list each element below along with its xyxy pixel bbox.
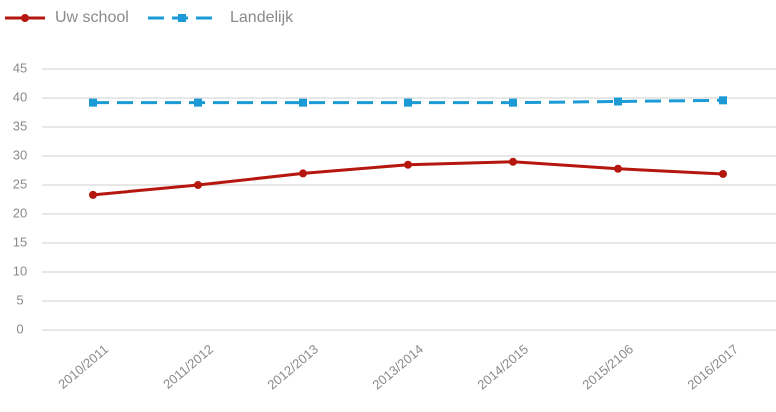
point	[89, 98, 97, 107]
point	[614, 97, 622, 106]
x-tick-label: 2015/2106	[579, 341, 636, 392]
y-tick-label: 15	[13, 234, 27, 249]
y-tick-label: 25	[13, 176, 27, 191]
point	[719, 96, 727, 105]
point	[509, 157, 517, 166]
y-tick-label: 0	[16, 321, 23, 336]
point	[614, 164, 622, 173]
point	[299, 169, 307, 178]
y-tick-label: 35	[13, 118, 27, 133]
point	[509, 98, 517, 107]
y-tick-label: 30	[13, 147, 27, 162]
point	[194, 98, 202, 107]
point	[404, 98, 412, 107]
point	[299, 98, 307, 107]
x-tick-label: 2011/2012	[160, 341, 216, 391]
y-tick-label: 10	[13, 263, 27, 278]
point	[194, 181, 202, 189]
y-tick-label: 5	[16, 292, 23, 307]
x-tick-label: 2010/2011	[55, 341, 111, 391]
legend-label: Uw school	[55, 9, 129, 26]
legend-marker	[178, 14, 186, 22]
y-tick-label: 20	[13, 205, 27, 220]
x-tick-label: 2014/2015	[474, 341, 531, 392]
legend-label: Landelijk	[230, 9, 294, 26]
x-tick-label: 2013/2014	[369, 341, 426, 392]
point	[404, 160, 412, 169]
y-tick-label: 45	[13, 60, 27, 75]
legend-marker	[21, 14, 29, 22]
point	[89, 190, 97, 199]
y-tick-label: 40	[13, 89, 27, 104]
x-tick-label: 2012/2013	[264, 341, 321, 392]
point	[719, 169, 727, 178]
x-tick-label: 2016/2017	[684, 341, 741, 392]
